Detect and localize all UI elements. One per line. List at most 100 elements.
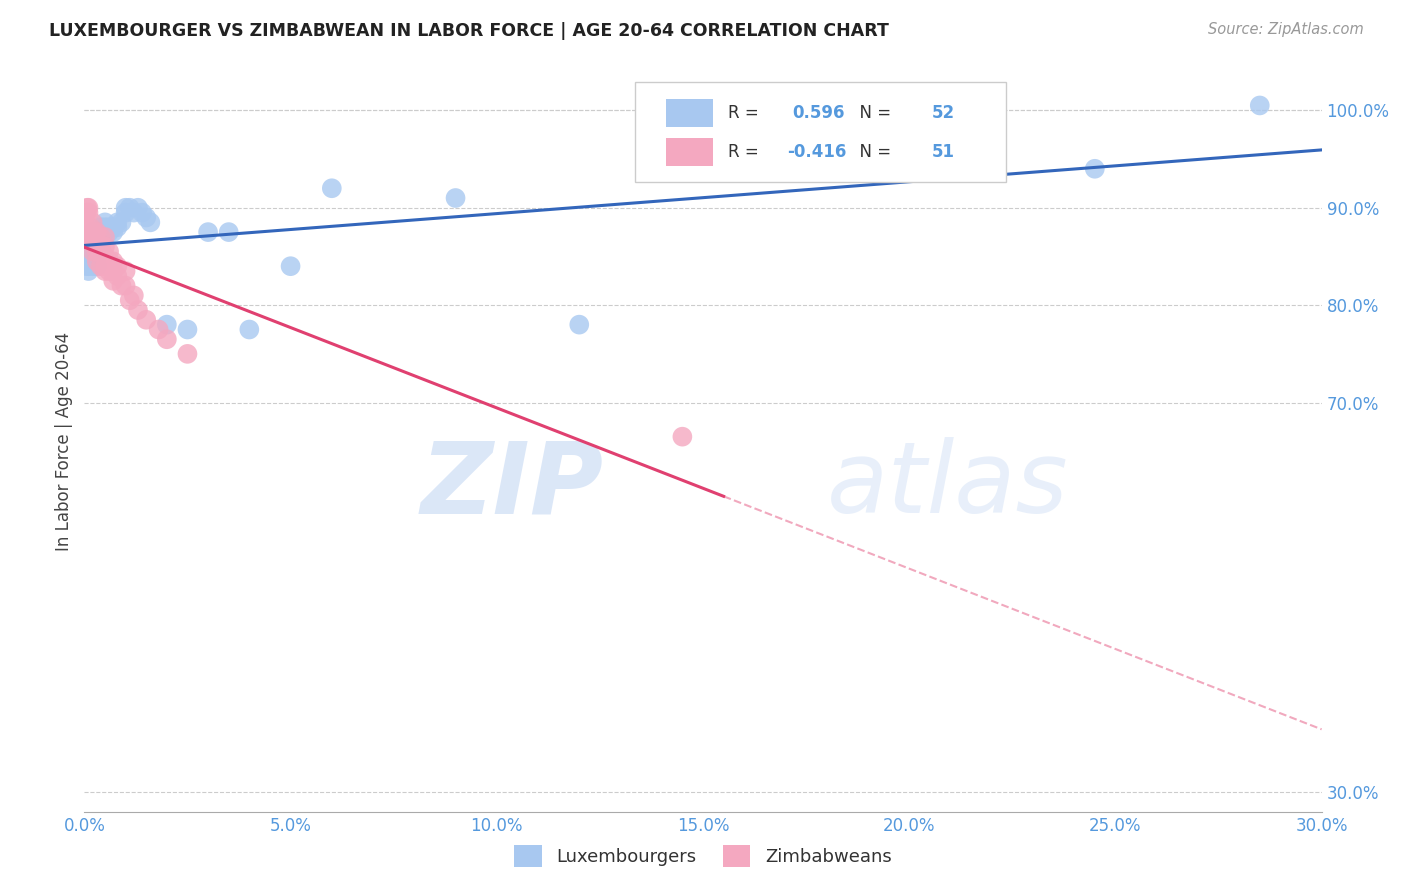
Point	[110, 278, 132, 293]
Text: ZIP: ZIP	[420, 437, 605, 534]
Point	[238, 322, 260, 336]
Point	[82, 259, 104, 273]
Point	[79, 230, 101, 244]
Point	[94, 215, 117, 229]
Point	[114, 205, 136, 219]
Point	[86, 250, 108, 264]
Point	[83, 225, 105, 239]
Point	[131, 205, 153, 219]
Point	[94, 250, 117, 264]
Point	[77, 264, 100, 278]
Point	[103, 274, 125, 288]
Point	[79, 225, 101, 239]
Bar	[666, 138, 713, 166]
Point	[75, 205, 97, 219]
Point	[75, 259, 97, 273]
Point	[94, 220, 117, 235]
Point	[90, 230, 112, 244]
Point	[218, 225, 240, 239]
Point	[75, 254, 97, 268]
Text: LUXEMBOURGER VS ZIMBABWEAN IN LABOR FORCE | AGE 20-64 CORRELATION CHART: LUXEMBOURGER VS ZIMBABWEAN IN LABOR FORC…	[49, 22, 889, 40]
Y-axis label: In Labor Force | Age 20-64: In Labor Force | Age 20-64	[55, 332, 73, 551]
Point	[103, 254, 125, 268]
Point	[86, 244, 108, 259]
Point	[568, 318, 591, 332]
Point	[86, 240, 108, 254]
Point	[79, 225, 101, 239]
Point	[103, 220, 125, 235]
Point	[77, 205, 100, 219]
Point	[1249, 98, 1271, 112]
Point	[197, 225, 219, 239]
Point	[75, 220, 97, 235]
Point	[103, 225, 125, 239]
Point	[98, 244, 121, 259]
Point	[94, 264, 117, 278]
Point	[135, 211, 157, 225]
Point	[114, 278, 136, 293]
Text: -0.416: -0.416	[787, 143, 846, 161]
Point	[321, 181, 343, 195]
Text: N =: N =	[849, 103, 897, 122]
Point	[86, 244, 108, 259]
Point	[1084, 161, 1107, 176]
Point	[139, 215, 162, 229]
Point	[148, 322, 170, 336]
Point	[98, 264, 121, 278]
Text: 0.596: 0.596	[792, 103, 845, 122]
Point	[76, 201, 98, 215]
Point	[83, 235, 105, 249]
Point	[94, 240, 117, 254]
Point	[90, 240, 112, 254]
Point	[114, 201, 136, 215]
Point	[127, 201, 149, 215]
Point	[79, 220, 101, 235]
Point	[105, 268, 128, 283]
Point	[75, 225, 97, 239]
Point	[79, 235, 101, 249]
FancyBboxPatch shape	[636, 82, 1007, 183]
Point	[103, 264, 125, 278]
Point	[280, 259, 302, 273]
Point	[105, 215, 128, 229]
Legend: Luxembourgers, Zimbabweans: Luxembourgers, Zimbabweans	[508, 838, 898, 874]
Point	[122, 288, 145, 302]
Point	[82, 230, 104, 244]
Point	[77, 225, 100, 239]
Point	[127, 303, 149, 318]
Text: atlas: atlas	[827, 437, 1069, 534]
Point	[82, 235, 104, 249]
Point	[75, 220, 97, 235]
Point	[86, 225, 108, 239]
Point	[90, 235, 112, 249]
Text: N =: N =	[849, 143, 897, 161]
Point	[98, 225, 121, 239]
Bar	[666, 99, 713, 127]
Text: R =: R =	[728, 143, 763, 161]
Point	[90, 220, 112, 235]
Point	[671, 430, 693, 444]
Point	[82, 235, 104, 249]
Point	[77, 244, 100, 259]
Point	[114, 264, 136, 278]
Point	[939, 161, 962, 176]
Point	[79, 244, 101, 259]
Point	[110, 215, 132, 229]
Point	[90, 259, 112, 273]
Point	[98, 254, 121, 268]
Point	[118, 201, 141, 215]
Point	[156, 332, 179, 346]
Point	[82, 215, 104, 229]
Point	[77, 201, 100, 215]
Point	[90, 244, 112, 259]
Point	[94, 230, 117, 244]
Text: 52: 52	[932, 103, 955, 122]
Point	[105, 259, 128, 273]
Point	[90, 240, 112, 254]
Point	[82, 225, 104, 239]
Point	[176, 322, 198, 336]
Point	[86, 230, 108, 244]
Point	[82, 244, 104, 259]
Point	[176, 347, 198, 361]
Point	[86, 259, 108, 273]
